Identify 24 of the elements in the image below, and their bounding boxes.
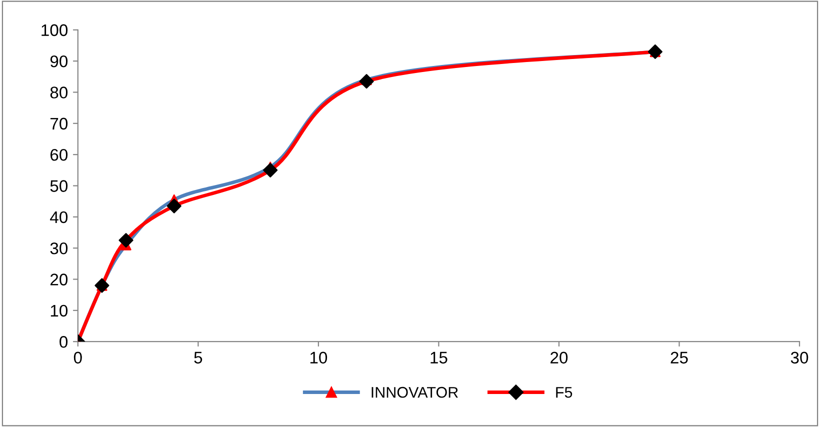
x-tick-label: 0 (74, 352, 82, 364)
y-tick-label: 60 (50, 148, 68, 161)
point (263, 162, 278, 178)
point (359, 74, 374, 89)
x-tick-label: 10 (310, 352, 328, 364)
y-tick-label: 70 (50, 118, 68, 130)
point (166, 198, 182, 214)
y-tick-label: 80 (50, 86, 68, 98)
x-tick-label: 15 (430, 352, 448, 364)
point (118, 233, 134, 248)
y-tick-label: 20 (50, 274, 68, 286)
y-tick-label: 50 (50, 180, 68, 192)
y-tick-label: 10 (50, 304, 68, 317)
y-tick-label: 40 (50, 211, 68, 224)
legend-label: INNOVATOR (372, 386, 458, 398)
y-tick-label: 30 (50, 242, 68, 254)
y-tick-label: 100 (42, 24, 68, 36)
legend-label: F5 (556, 387, 572, 398)
x-tick-label: 20 (550, 352, 568, 364)
y-tick-label: 90 (50, 55, 68, 68)
x-tick-label: 25 (670, 352, 688, 364)
x-tick-label: 30 (790, 352, 808, 364)
y-tick-label: 0 (60, 336, 68, 348)
x-tick-label: 5 (194, 352, 202, 364)
